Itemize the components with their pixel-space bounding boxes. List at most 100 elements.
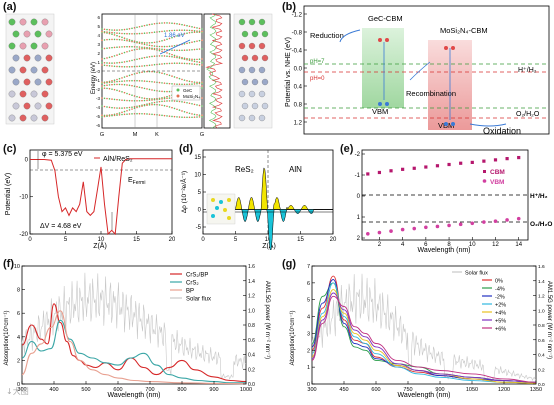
panel-label: (e) <box>340 143 354 155</box>
band-point <box>153 98 156 101</box>
absorption-line <box>311 295 537 383</box>
band-point <box>198 116 201 118</box>
x-tick-label: 0 <box>28 237 32 243</box>
band-point <box>201 61 203 64</box>
band-point <box>173 22 176 25</box>
band-point <box>138 80 141 82</box>
band-point <box>161 114 163 117</box>
y-tick-label: 5 <box>97 24 100 29</box>
band-point <box>123 99 126 102</box>
band-point <box>138 112 141 115</box>
atom <box>241 54 249 62</box>
atom <box>19 66 27 74</box>
band-point <box>101 87 103 89</box>
band-point <box>121 107 123 109</box>
vbm-point <box>458 222 463 227</box>
band-point <box>181 78 183 81</box>
band-point <box>171 36 173 39</box>
band-point <box>118 83 121 86</box>
band-point <box>118 112 121 114</box>
band-point <box>158 98 161 100</box>
vbm-point <box>435 224 440 229</box>
band-point <box>158 49 161 52</box>
atom <box>23 30 31 38</box>
y-axis-label: Absorption(10⁵cm⁻¹) <box>289 310 296 365</box>
band-point <box>166 52 168 54</box>
x-tick-label: 6 <box>424 242 428 248</box>
band-point <box>151 41 153 44</box>
y-tick-label: -4 <box>96 105 100 110</box>
cbm-point <box>424 165 428 169</box>
band-point <box>101 85 103 87</box>
band-point <box>158 40 161 43</box>
y-tick-label: -1 <box>355 173 361 179</box>
absorption-chart-f: 300 400 500 600 700 800 900 1000 0 2 4 6 8 10 0.0 0.2 0.… <box>3 264 270 399</box>
vbm-point <box>412 226 417 231</box>
atom <box>34 102 42 110</box>
atom <box>258 90 266 98</box>
band-point <box>193 63 196 65</box>
y-tick-label: -2 <box>355 152 361 158</box>
band-point <box>128 99 131 102</box>
band-point <box>101 105 103 107</box>
band-point <box>108 106 111 109</box>
band-point <box>138 105 141 108</box>
band-point <box>198 39 201 42</box>
band-point <box>113 114 116 117</box>
band-point <box>166 90 168 93</box>
band-point <box>113 81 116 83</box>
band-point <box>161 63 163 65</box>
vbm-point <box>424 225 428 230</box>
band-point <box>111 98 113 100</box>
band-point <box>161 98 163 100</box>
x-tick-label: 15 <box>297 237 304 243</box>
band-point <box>128 65 131 68</box>
atom <box>23 54 31 62</box>
band-point <box>201 97 203 99</box>
band-point <box>141 43 143 45</box>
absorption-line <box>311 292 537 383</box>
band-point <box>163 55 166 57</box>
x-tick-label: 450 <box>339 387 348 393</box>
legend-entry: AlN/ReS₂ <box>103 156 133 163</box>
band-point <box>108 65 111 67</box>
band-point <box>188 80 191 83</box>
band-point <box>146 24 148 26</box>
y-tick-label: 2 <box>357 236 361 242</box>
band-point <box>201 114 203 117</box>
legend-entry: +6% <box>495 327 506 333</box>
band-point <box>136 48 138 51</box>
band-point <box>131 32 133 35</box>
band-point <box>181 116 183 118</box>
band-point <box>163 97 166 100</box>
panel-label: (d) <box>179 143 194 155</box>
band-point <box>198 63 201 66</box>
band-point <box>166 30 168 32</box>
band-point <box>111 55 113 58</box>
cbm-point <box>493 158 498 162</box>
band-point <box>143 97 146 100</box>
band-point <box>186 57 188 60</box>
band-point <box>173 76 176 78</box>
band-point <box>188 59 191 62</box>
y2-tick-label: 1.4 <box>538 279 545 285</box>
y-axis-label: Energy (eV) <box>91 62 97 94</box>
band-point <box>148 88 151 91</box>
band-point <box>161 22 163 24</box>
band-point <box>108 62 111 64</box>
legend-entry: Solar flux <box>186 297 211 303</box>
band-point <box>138 65 141 68</box>
band-point <box>118 77 121 80</box>
atom <box>34 30 42 38</box>
band-point <box>153 45 156 47</box>
atom <box>41 90 49 98</box>
y-tick-label: 1 <box>307 365 310 371</box>
band-point <box>141 71 143 74</box>
band-point <box>196 27 198 29</box>
band-point <box>126 106 128 109</box>
band-point <box>151 103 153 106</box>
band-alignment-figure: Potential vs. NHE (eV) -1.2 -0.8 -0.4 0.0 0.… <box>285 5 550 136</box>
band-point <box>188 58 191 60</box>
band-point <box>201 39 203 42</box>
y-tick-label: -0.4 <box>292 49 303 55</box>
